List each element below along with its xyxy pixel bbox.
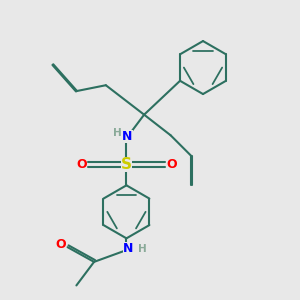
Text: H: H [112,128,122,138]
Text: O: O [56,238,66,251]
Text: H: H [138,244,147,254]
Text: N: N [123,242,133,255]
Text: S: S [121,157,132,172]
Text: N: N [122,130,133,143]
Text: O: O [76,158,87,171]
Text: O: O [166,158,176,171]
